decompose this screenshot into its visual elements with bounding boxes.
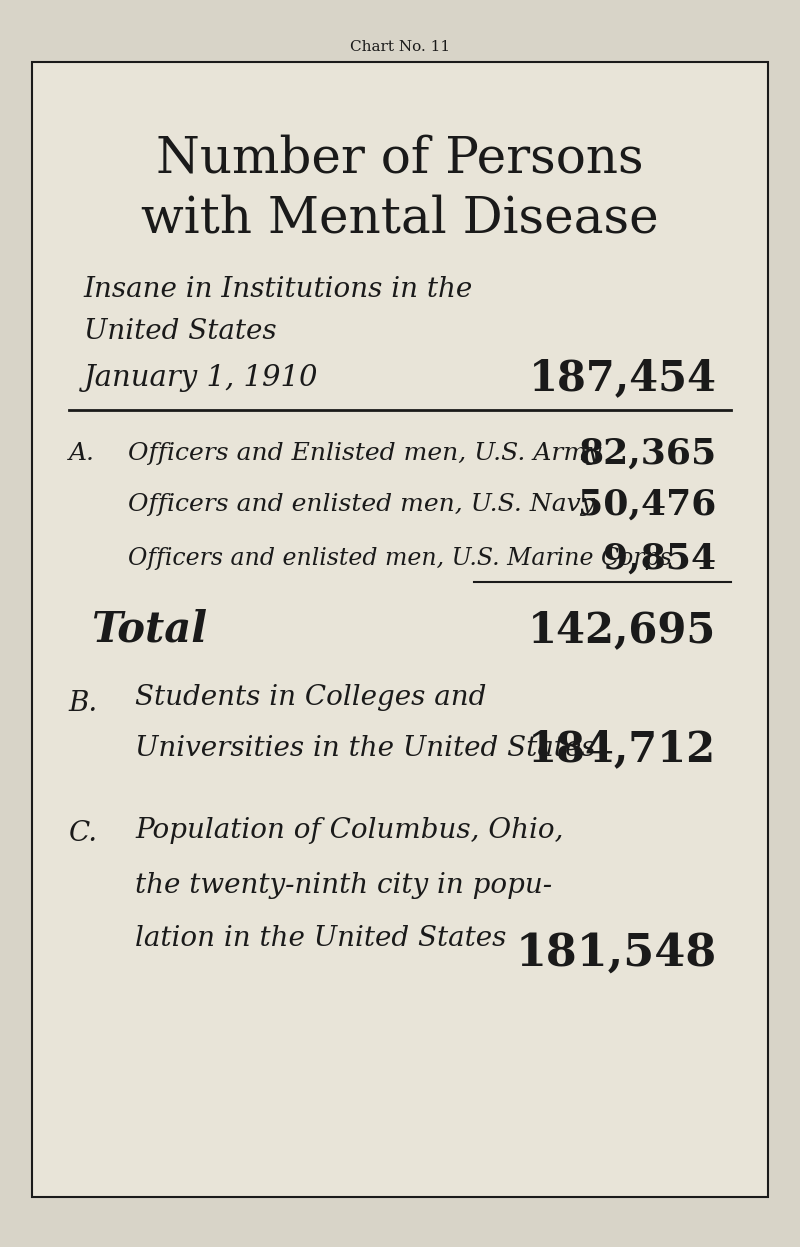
Text: 50,476: 50,476 <box>578 488 717 522</box>
Text: 9,854: 9,854 <box>603 541 717 575</box>
Text: Number of Persons: Number of Persons <box>156 135 644 183</box>
Text: 184,712: 184,712 <box>528 728 717 769</box>
Text: 142,695: 142,695 <box>528 609 717 651</box>
Text: A.: A. <box>69 443 95 465</box>
Text: the twenty-ninth city in popu-: the twenty-ninth city in popu- <box>135 872 552 899</box>
Text: Officers and enlisted men, U.S. Marine Corps: Officers and enlisted men, U.S. Marine C… <box>128 546 671 570</box>
Text: 181,548: 181,548 <box>515 932 717 975</box>
Text: lation in the United States: lation in the United States <box>135 925 506 951</box>
Text: Officers and Enlisted men, U.S. Army: Officers and Enlisted men, U.S. Army <box>128 443 601 465</box>
Text: Chart No. 11: Chart No. 11 <box>350 40 450 55</box>
Text: 187,454: 187,454 <box>529 357 717 399</box>
Text: Population of Columbus, Ohio,: Population of Columbus, Ohio, <box>135 817 563 844</box>
Text: United States: United States <box>83 318 276 344</box>
Text: C.: C. <box>69 821 98 848</box>
Text: January 1, 1910: January 1, 1910 <box>83 364 318 392</box>
Text: 82,365: 82,365 <box>578 436 717 471</box>
FancyBboxPatch shape <box>32 62 768 1197</box>
Text: Insane in Institutions in the: Insane in Institutions in the <box>83 276 473 303</box>
Text: Students in Colleges and: Students in Colleges and <box>135 685 486 711</box>
Text: Universities in the United States: Universities in the United States <box>135 736 595 762</box>
Text: with Mental Disease: with Mental Disease <box>141 195 659 243</box>
Text: Total: Total <box>91 609 207 651</box>
Text: B.: B. <box>69 690 98 717</box>
Text: Officers and enlisted men, U.S. Navy: Officers and enlisted men, U.S. Navy <box>128 494 594 516</box>
